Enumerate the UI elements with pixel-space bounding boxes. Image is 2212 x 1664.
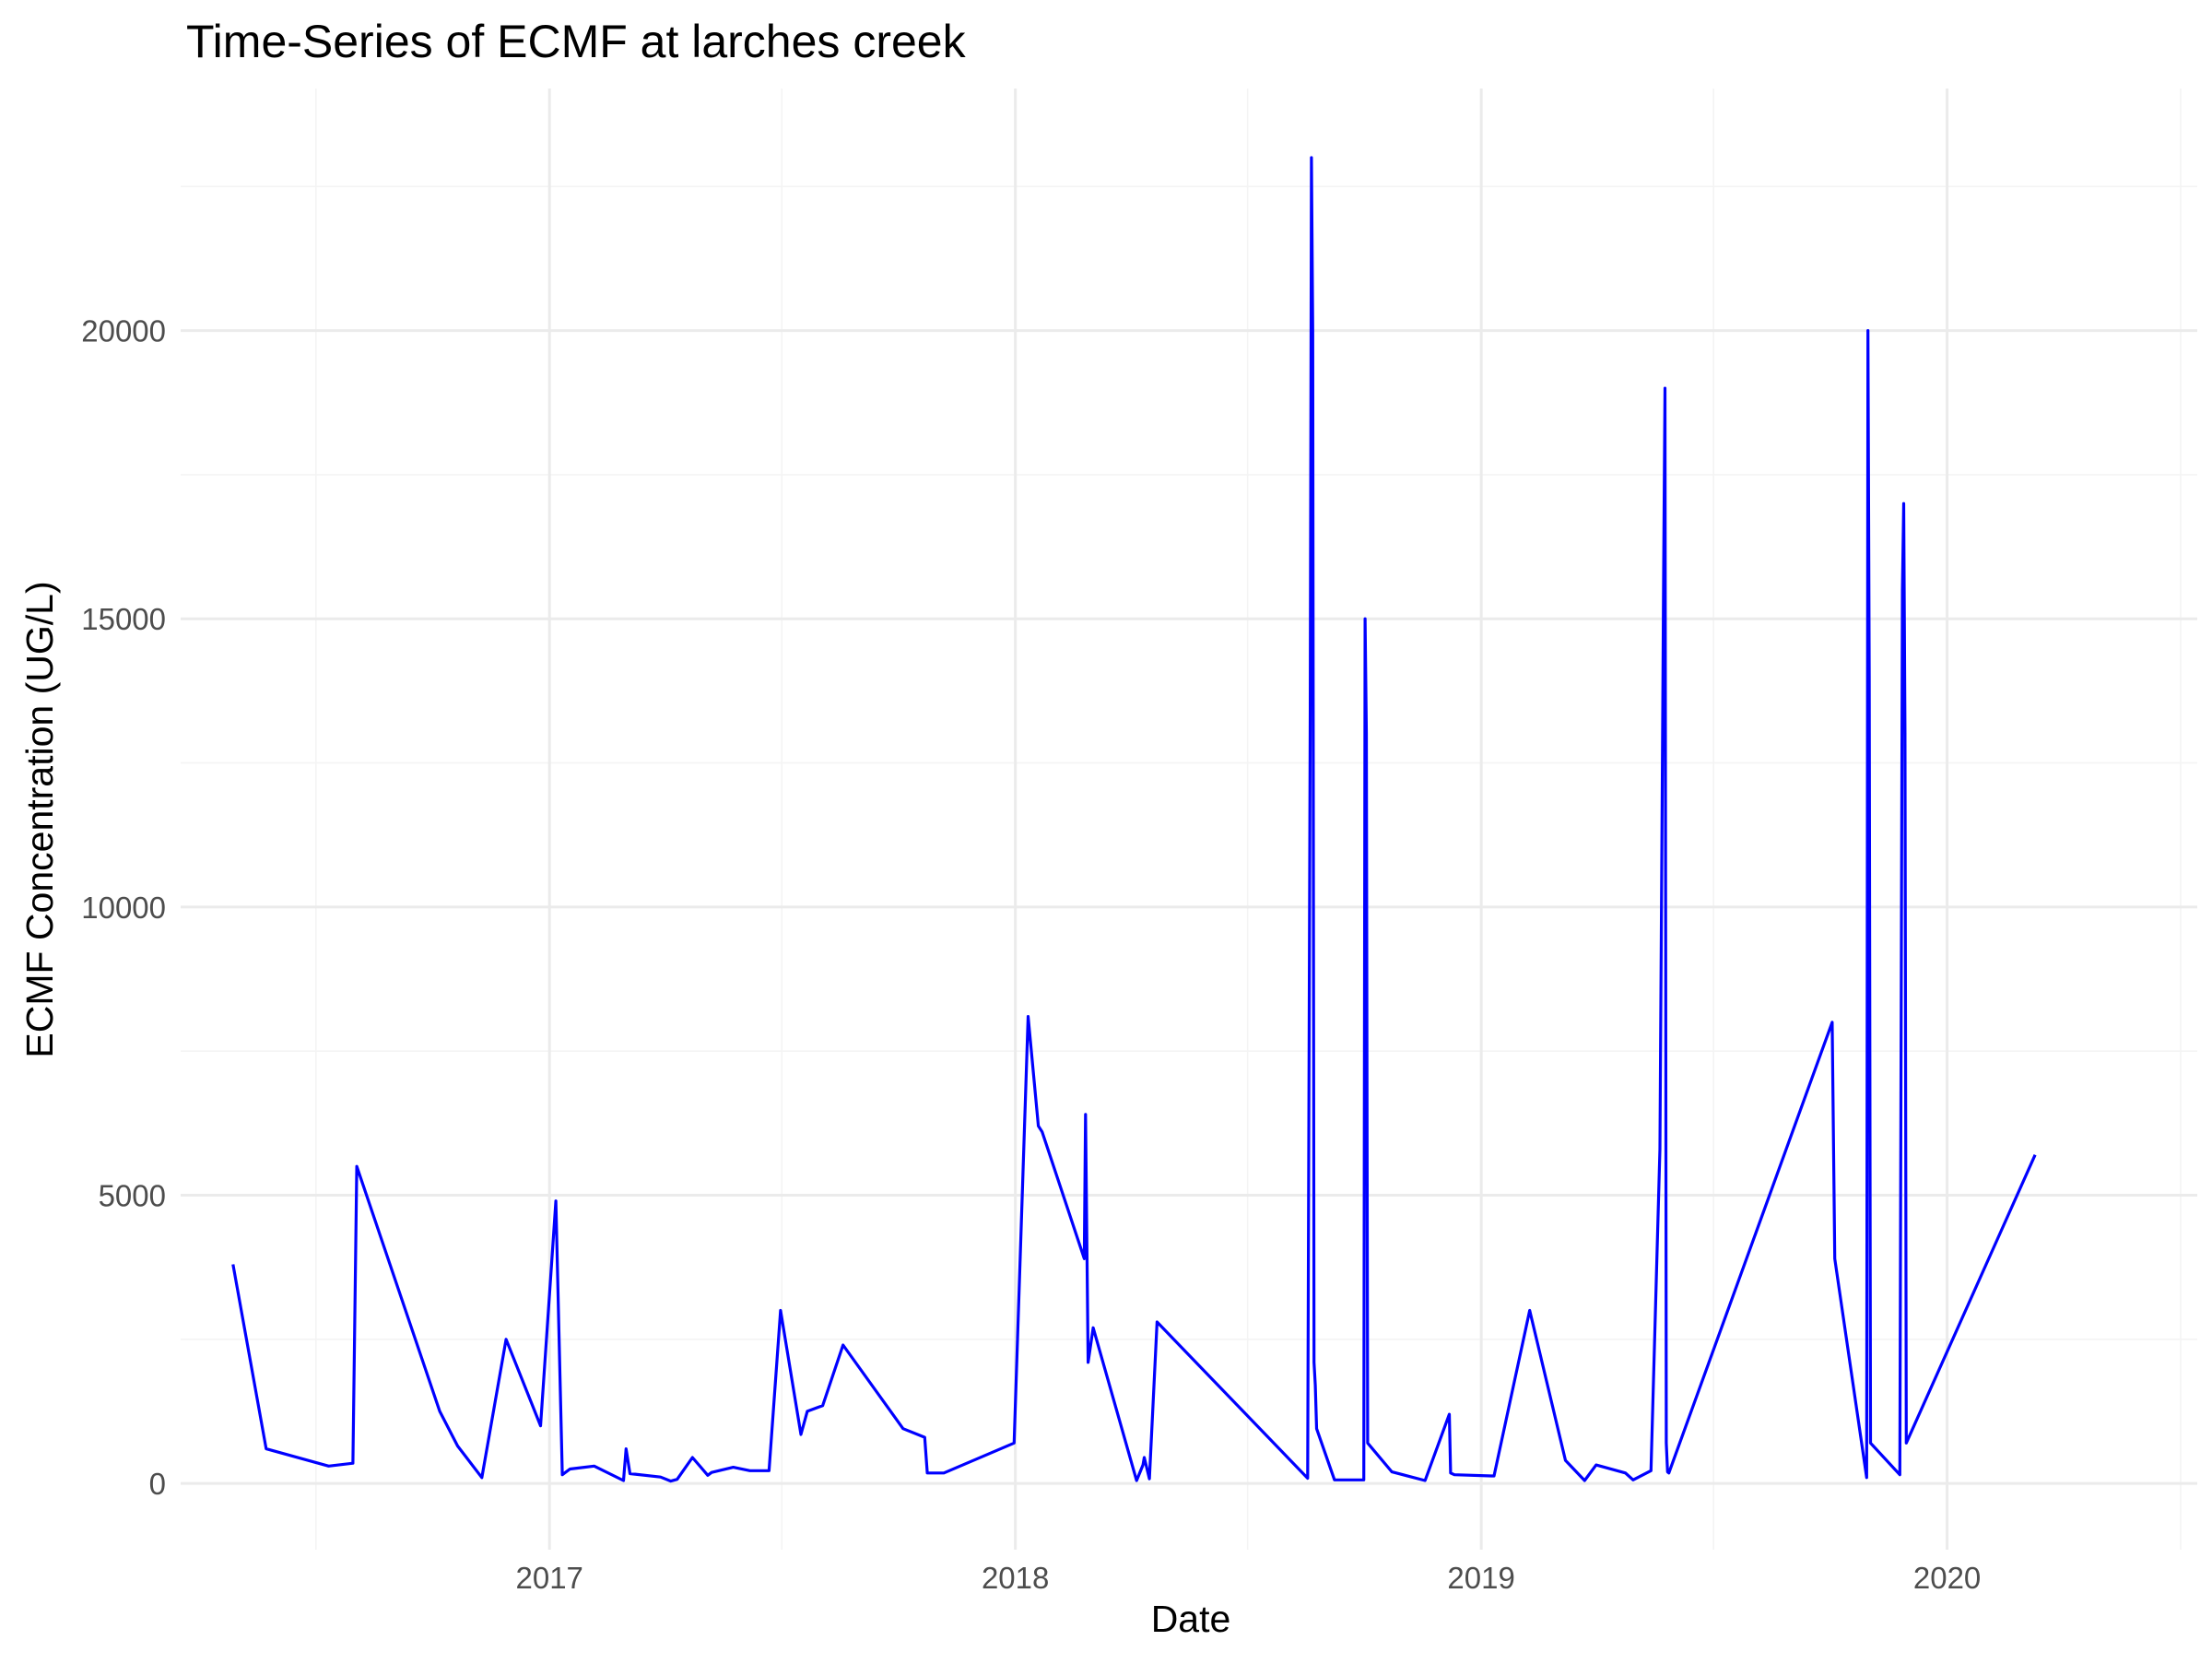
- chart-title: Time-Series of ECMF at larches creek: [186, 16, 967, 67]
- y-tick-label: 10000: [81, 891, 166, 925]
- series-line: [231, 156, 2037, 1483]
- x-tick-label: 2017: [515, 1561, 582, 1595]
- y-tick-label: 0: [149, 1467, 166, 1501]
- y-axis-title: ECMF Concentration (UG/L): [18, 581, 61, 1057]
- x-axis-title: Date: [1151, 1598, 1231, 1640]
- x-tick-label: 2019: [1447, 1561, 1514, 1595]
- y-tick-label: 20000: [81, 314, 166, 348]
- gridlines: [181, 89, 2197, 1550]
- y-tick-label: 15000: [81, 602, 166, 636]
- y-tick-label: 5000: [99, 1178, 166, 1212]
- x-tick-label: 2020: [1913, 1561, 1981, 1595]
- series-layer: [231, 156, 2037, 1483]
- x-tick-label: 2018: [982, 1561, 1049, 1595]
- tick-labels: 2017 2018 2019 2020 0 5000 10000 15000 20000: [81, 314, 1981, 1595]
